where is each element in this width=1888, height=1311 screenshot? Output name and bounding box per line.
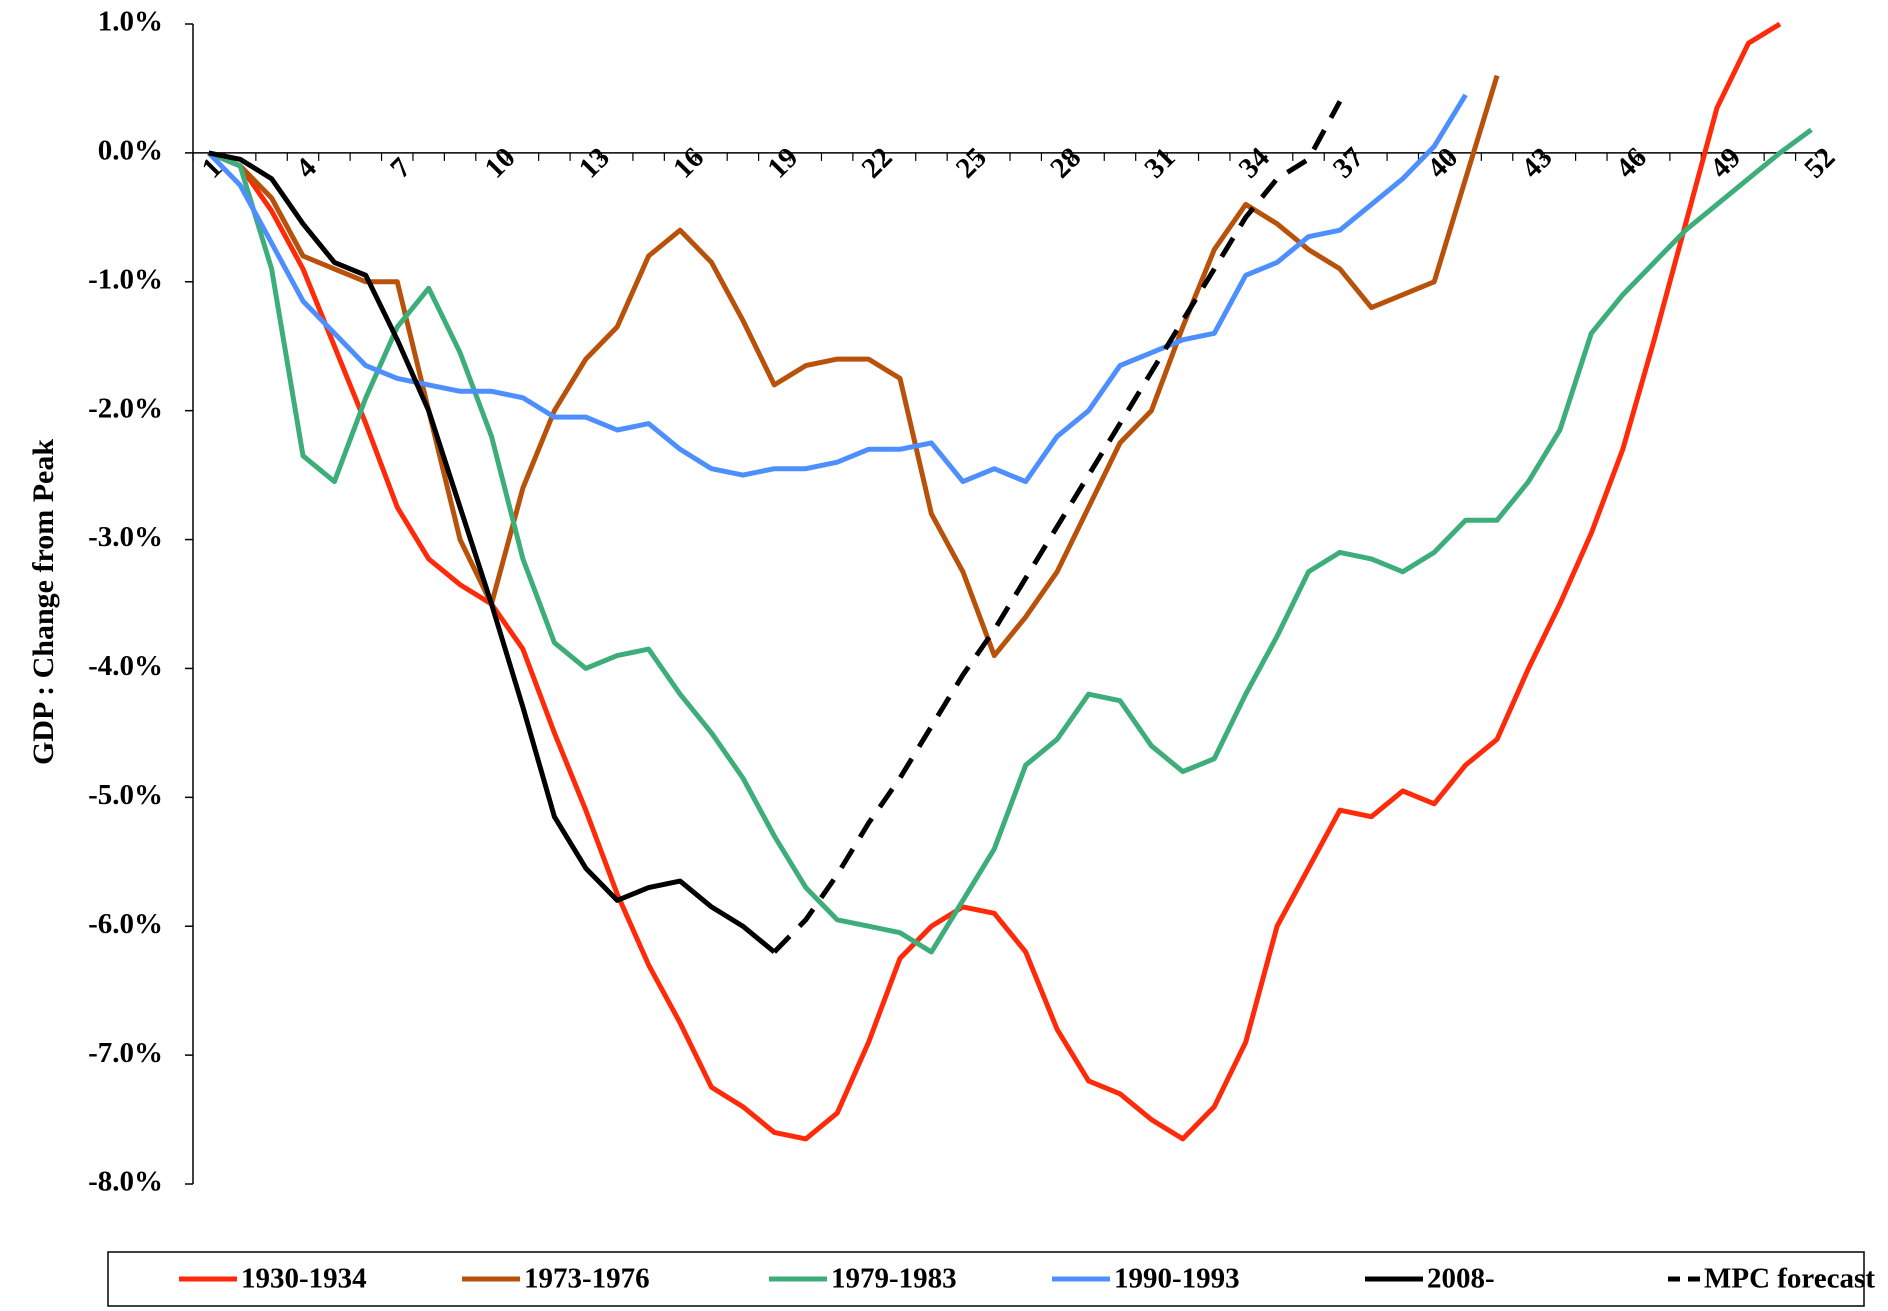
y-tick-label: -1.0% — [88, 263, 163, 295]
x-tick-label: 13 — [573, 141, 616, 184]
x-tick-label: 28 — [1044, 141, 1087, 184]
x-tick-label: 40 — [1421, 141, 1464, 184]
series-line — [772, 100, 1343, 954]
x-tick-label: 7 — [384, 152, 417, 185]
legend-label: 2008- — [1427, 1263, 1495, 1295]
x-tick-label: 19 — [761, 141, 804, 184]
series-line — [207, 21, 1782, 1142]
x-tick-label: 52 — [1798, 141, 1841, 184]
legend-label: 1930-1934 — [241, 1263, 367, 1295]
x-tick-label: 4 — [290, 152, 323, 185]
legend-label: 1973-1976 — [524, 1263, 650, 1295]
x-tick-label: 49 — [1704, 141, 1747, 184]
series-line — [207, 74, 1500, 659]
legend-label: 1990-1993 — [1114, 1263, 1240, 1295]
y-tick-label: -4.0% — [88, 650, 163, 682]
legend-label: 1979-1983 — [831, 1263, 957, 1295]
y-tick-label: -3.0% — [88, 521, 163, 553]
y-tick-label: -2.0% — [88, 392, 163, 424]
x-tick-label: 37 — [1327, 141, 1370, 184]
y-tick-label: -8.0% — [88, 1166, 163, 1198]
x-tick-label: 10 — [479, 141, 522, 184]
x-tick-label: 31 — [1138, 141, 1181, 184]
x-tick-label: 16 — [667, 141, 710, 184]
series-line — [207, 127, 1813, 955]
x-tick-label: 46 — [1610, 141, 1653, 184]
series-line — [208, 150, 776, 954]
y-tick-label: -6.0% — [88, 908, 163, 940]
legend-label: MPC forecast — [1704, 1263, 1875, 1295]
legend-box — [107, 1251, 1865, 1307]
y-tick-label: 0.0% — [98, 135, 163, 167]
y-axis-title: GDP : Change from Peak — [27, 439, 60, 765]
x-tick-label: 34 — [1233, 141, 1276, 184]
y-tick-label: -7.0% — [88, 1037, 163, 1069]
x-tick-label: 43 — [1516, 141, 1559, 184]
x-tick-label: 22 — [856, 141, 899, 184]
y-tick-label: 1.0% — [98, 6, 163, 38]
x-tick-label: 25 — [950, 141, 993, 184]
y-tick-label: -5.0% — [88, 779, 163, 811]
